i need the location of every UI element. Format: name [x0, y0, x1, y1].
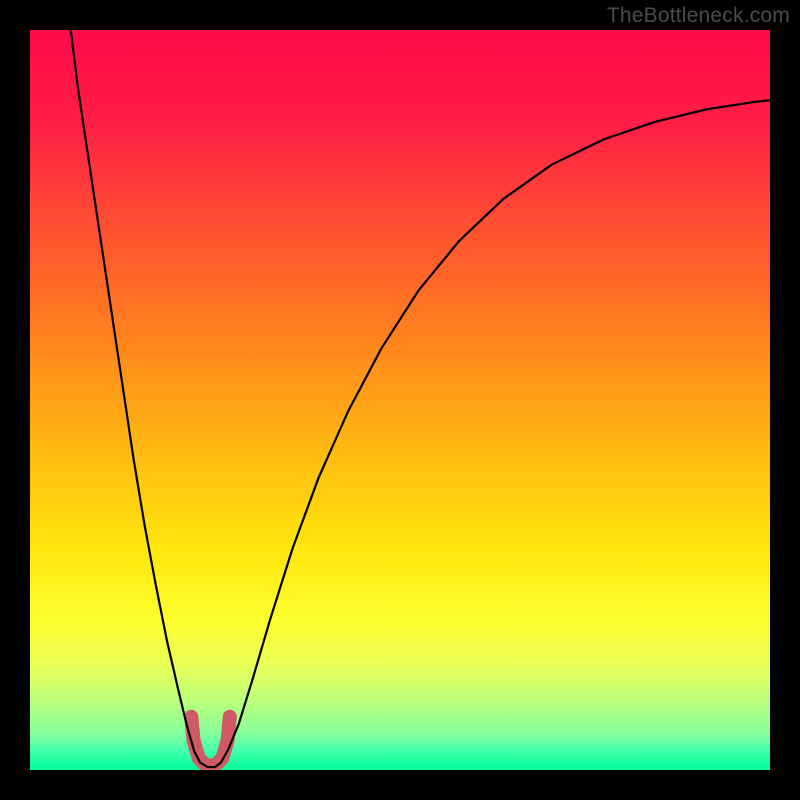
page-root: TheBottleneck.com: [0, 0, 800, 800]
watermark-text: TheBottleneck.com: [607, 4, 790, 28]
curve-path: [71, 30, 770, 767]
border-right: [770, 0, 800, 800]
border-bottom: [0, 770, 800, 800]
border-left: [0, 0, 30, 800]
bottleneck-curve: [30, 30, 770, 770]
